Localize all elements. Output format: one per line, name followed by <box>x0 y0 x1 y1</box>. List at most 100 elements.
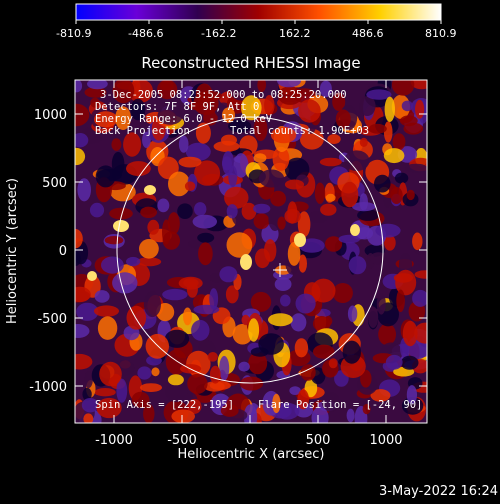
image-blob <box>229 80 253 101</box>
image-blob <box>162 231 180 250</box>
image-blob <box>311 278 336 303</box>
image-blob <box>406 189 415 201</box>
image-blob <box>241 314 250 326</box>
image-blob <box>264 95 275 116</box>
image-blob <box>126 256 141 267</box>
image-blob <box>194 202 207 217</box>
image-blob <box>412 289 427 307</box>
image-blob <box>111 138 122 151</box>
image-blob <box>219 355 230 381</box>
image-blob <box>277 80 301 88</box>
image-blob <box>385 354 403 370</box>
image-blob <box>248 318 260 342</box>
image-blob <box>287 201 298 224</box>
image-blob <box>239 376 264 391</box>
image-map <box>75 80 427 423</box>
image-blob <box>268 313 293 327</box>
image-blob <box>143 404 155 423</box>
image-blob <box>253 153 267 163</box>
image-blob <box>225 285 239 304</box>
image-blob <box>84 87 107 98</box>
image-blob <box>370 389 391 402</box>
image-blob <box>274 277 292 292</box>
image-blob <box>390 187 403 204</box>
image-blob <box>94 305 119 317</box>
image-blob <box>192 214 217 229</box>
image-blob <box>75 286 91 303</box>
image-blob <box>96 397 122 419</box>
image-blob <box>195 122 211 144</box>
image-blob <box>314 182 326 204</box>
image-blob <box>164 329 190 348</box>
y-tick-label: 500 <box>42 176 67 191</box>
colorbar-tick-label: 486.6 <box>352 27 384 40</box>
image-blob <box>193 304 220 315</box>
plot-frame <box>74 79 428 424</box>
image-blob <box>356 227 374 240</box>
image-blob <box>168 171 190 197</box>
image-blob <box>136 257 162 267</box>
image-blob <box>401 100 413 112</box>
image-blob <box>396 289 405 313</box>
image-blob <box>156 303 175 322</box>
image-blob <box>238 361 250 372</box>
image-blob <box>401 396 424 415</box>
image-blob <box>75 147 86 166</box>
image-blob <box>187 373 208 394</box>
y-tick-label: -500 <box>37 312 67 327</box>
image-blob <box>321 391 340 412</box>
image-blob <box>284 179 305 190</box>
image-blob <box>400 355 419 370</box>
image-blob <box>75 324 90 338</box>
image-blob <box>224 186 249 209</box>
image-blob <box>394 172 409 184</box>
image-blob <box>167 374 184 386</box>
colorbar-ticks <box>75 20 442 24</box>
image-blob <box>393 273 413 283</box>
image-blob <box>359 137 368 147</box>
annotation-counts: Total counts: 1.90E+03 <box>230 125 369 137</box>
image-blob <box>75 228 83 249</box>
image-blob <box>274 402 300 420</box>
image-blob <box>75 103 90 127</box>
colorbar-frame <box>75 3 442 21</box>
image-blob <box>185 142 211 161</box>
image-blob <box>241 95 262 121</box>
image-blob <box>171 409 195 423</box>
image-blob <box>184 181 196 191</box>
image-blob <box>147 219 160 235</box>
image-blob <box>366 89 392 100</box>
image-blob <box>233 153 249 178</box>
image-blob <box>359 96 376 116</box>
image-blob <box>198 242 213 266</box>
image-blob <box>75 133 89 148</box>
image-blob <box>157 198 170 213</box>
image-blob <box>89 202 105 218</box>
image-blob <box>75 80 83 93</box>
image-blob <box>75 353 93 370</box>
image-blob <box>319 80 332 98</box>
image-blob <box>290 313 307 332</box>
bright-source <box>350 224 360 236</box>
image-blob <box>145 333 169 359</box>
x-tick-label: 500 <box>306 433 331 448</box>
image-blob <box>384 235 396 251</box>
image-blob <box>297 389 310 410</box>
image-blob <box>344 150 370 171</box>
image-blob <box>332 92 346 112</box>
image-blob <box>374 174 391 193</box>
image-blob <box>243 404 258 423</box>
image-blob <box>402 320 418 347</box>
solar-limb-circle <box>116 116 384 384</box>
image-blob <box>320 203 337 216</box>
image-blob <box>257 80 267 92</box>
image-blob <box>82 387 92 401</box>
image-blob <box>207 352 218 362</box>
annotation-spin-axis: Spin Axis = [222,-195] <box>95 399 234 411</box>
image-blob <box>95 165 116 188</box>
image-blob <box>414 270 427 279</box>
image-blob <box>197 90 222 101</box>
image-blob <box>167 212 180 235</box>
image-blob <box>253 203 271 214</box>
